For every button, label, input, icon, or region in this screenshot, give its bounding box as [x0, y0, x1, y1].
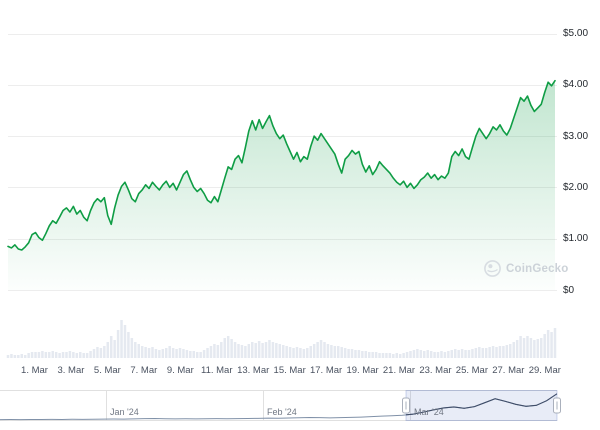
- navigator-month-gridlines: [106, 390, 411, 421]
- price-area-fill: [8, 80, 555, 290]
- navigator[interactable]: [0, 390, 561, 421]
- watermark: CoinGecko: [484, 260, 569, 277]
- navigator-selected-series-line: [406, 393, 557, 416]
- navigator-right-handle-icon[interactable]: [553, 397, 561, 414]
- coingecko-logo-icon: [484, 260, 501, 277]
- volume-bars: [6, 320, 557, 358]
- navigator-borders: [0, 390, 557, 421]
- watermark-text: CoinGecko: [506, 262, 569, 275]
- price-chart-plot-area[interactable]: [8, 20, 557, 290]
- navigator-left-handle-icon[interactable]: [402, 397, 410, 414]
- price-line: [7, 79, 556, 251]
